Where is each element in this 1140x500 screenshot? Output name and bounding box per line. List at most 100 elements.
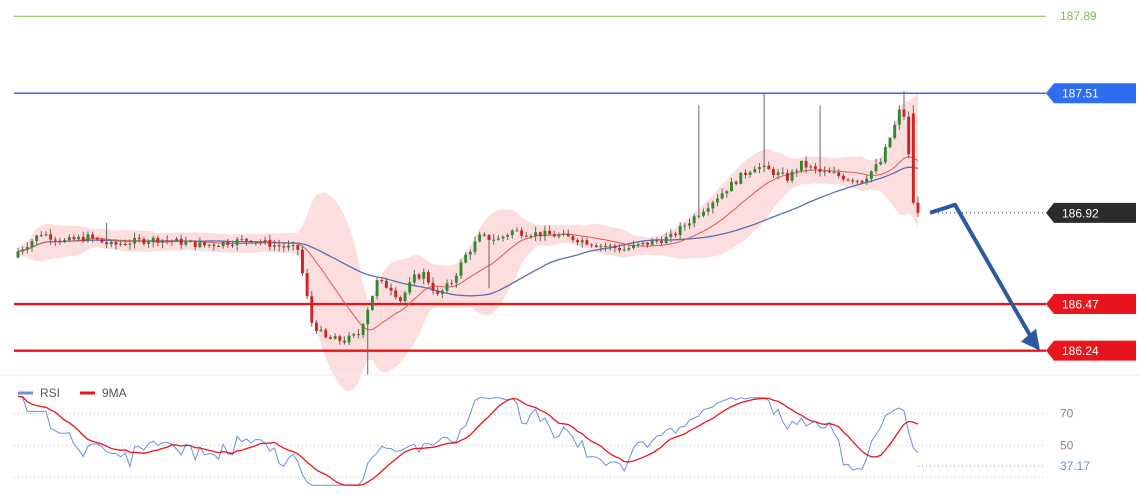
candle <box>328 335 332 340</box>
candle-body <box>739 172 743 184</box>
candle-body <box>496 238 500 240</box>
candle <box>77 234 81 242</box>
candle <box>235 236 239 251</box>
candle <box>487 234 491 288</box>
candle <box>566 229 570 237</box>
candle-body <box>725 191 729 194</box>
candle-body <box>664 236 668 244</box>
candle <box>902 91 906 121</box>
candle-body <box>352 334 356 336</box>
candle <box>790 169 794 184</box>
candle <box>273 240 276 251</box>
candle-body <box>370 296 374 310</box>
candle <box>478 231 482 243</box>
candle-body <box>440 290 444 294</box>
candle <box>865 175 869 185</box>
candle <box>282 243 286 252</box>
candle <box>240 235 244 242</box>
candle-body <box>128 243 132 245</box>
candle <box>30 238 34 252</box>
candle-body <box>165 240 169 242</box>
candle <box>198 237 202 249</box>
bollinger-band <box>18 93 918 392</box>
candle-body <box>268 239 272 247</box>
candle-body <box>515 230 519 232</box>
candle <box>916 196 920 217</box>
candle <box>655 237 659 245</box>
candle <box>49 228 53 246</box>
candle-body <box>226 241 230 246</box>
candle-body <box>641 242 645 245</box>
candle <box>375 277 379 300</box>
candle <box>119 241 123 247</box>
forecast-arrow-layer <box>929 202 1040 351</box>
candle <box>720 188 724 200</box>
candle <box>664 232 668 245</box>
candle-body <box>510 230 514 236</box>
candle <box>534 226 538 242</box>
candle <box>58 237 62 246</box>
candle-body <box>841 175 845 180</box>
candle-body <box>417 274 421 279</box>
candle-body <box>333 336 337 339</box>
candle-body <box>259 241 262 243</box>
candle-body <box>63 239 67 242</box>
rsi-tick-50: 50 <box>1060 438 1074 452</box>
candle <box>501 235 505 242</box>
candle-body <box>445 283 449 291</box>
candle-body <box>851 180 855 182</box>
level-label-2: 186.47 <box>1062 298 1099 312</box>
candle <box>35 234 39 245</box>
candle-body <box>771 169 775 175</box>
candle-body <box>776 172 780 175</box>
candle-body <box>688 223 691 226</box>
candle <box>660 236 663 246</box>
candle-body <box>832 172 836 174</box>
legend-label-rsi: RSI <box>40 386 60 400</box>
candle-body <box>403 292 407 302</box>
candle-body <box>109 242 113 245</box>
candle <box>753 165 757 174</box>
candle-body <box>137 237 141 240</box>
candle-body <box>198 242 202 248</box>
candle-body <box>543 230 547 237</box>
candle-body <box>683 225 687 227</box>
candle <box>436 286 440 296</box>
candle-body <box>179 238 183 245</box>
candle <box>585 237 589 246</box>
candle <box>594 243 598 248</box>
candle-body <box>618 247 621 251</box>
candle <box>576 238 580 246</box>
candle <box>897 105 901 130</box>
candle <box>580 236 584 248</box>
candle <box>296 244 300 256</box>
candle-body <box>431 282 435 291</box>
candle <box>739 172 743 185</box>
candle-body <box>636 244 640 246</box>
candle-body <box>67 236 71 240</box>
candle <box>305 268 309 300</box>
candle-body <box>240 238 244 240</box>
candle-body <box>21 249 25 252</box>
candle-body <box>879 162 883 165</box>
candle-body <box>133 237 137 244</box>
candle-body <box>301 249 304 274</box>
candle-body <box>716 198 719 203</box>
candle <box>25 241 29 254</box>
candle-body <box>548 230 552 235</box>
candle <box>627 245 631 252</box>
candle-body <box>44 234 48 236</box>
candle <box>548 225 552 235</box>
candle <box>869 170 873 183</box>
candle-body <box>813 166 817 169</box>
candle-body <box>422 272 426 279</box>
candle-body <box>119 243 123 245</box>
candle <box>324 328 328 339</box>
candle <box>888 137 892 149</box>
rsi-current-label: 37.17 <box>1060 459 1090 473</box>
candle-body <box>795 170 799 172</box>
candle-body <box>818 168 822 172</box>
candle <box>389 283 393 296</box>
candle <box>744 169 747 179</box>
candle <box>893 120 897 140</box>
